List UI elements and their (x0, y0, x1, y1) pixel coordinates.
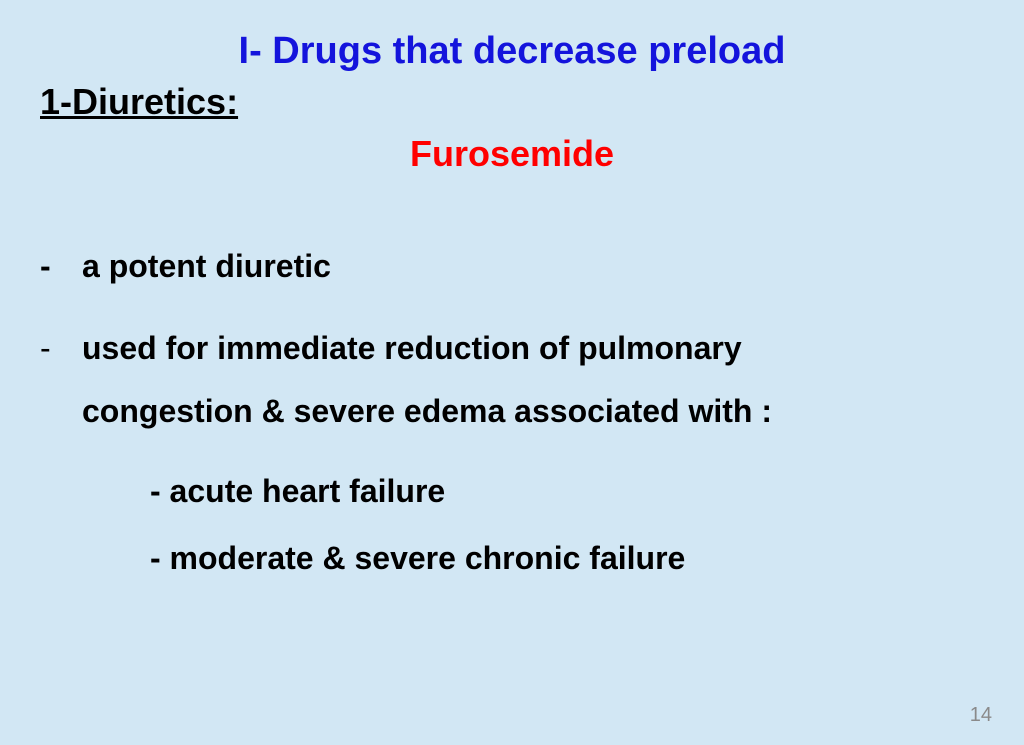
slide-title: I- Drugs that decrease preload (40, 30, 984, 73)
bullet-1-text: a potent diuretic (82, 235, 331, 297)
bullet-list: - a potent diuretic - used for immediate… (40, 235, 984, 589)
sub-bullet-1: - acute heart failure (150, 460, 984, 522)
dash-icon: - (40, 235, 82, 297)
slide: I- Drugs that decrease preload 1-Diureti… (0, 0, 1024, 745)
dash-icon: - (40, 317, 82, 442)
bullet-2: - used for immediate reduction of pulmon… (40, 317, 984, 442)
page-number: 14 (970, 704, 992, 727)
sub-bullets: - acute heart failure - moderate & sever… (150, 460, 984, 589)
bullet-2-line1: used for immediate reduction of pulmonar… (82, 330, 742, 366)
drug-name: Furosemide (40, 133, 984, 175)
bullet-2-line2: congestion & severe edema associated wit… (82, 393, 772, 429)
bullet-1: - a potent diuretic (40, 235, 984, 297)
sub-bullet-2: - moderate & severe chronic failure (150, 527, 984, 589)
bullet-2-text: used for immediate reduction of pulmonar… (82, 317, 772, 442)
section-heading: 1-Diuretics: (40, 81, 984, 123)
